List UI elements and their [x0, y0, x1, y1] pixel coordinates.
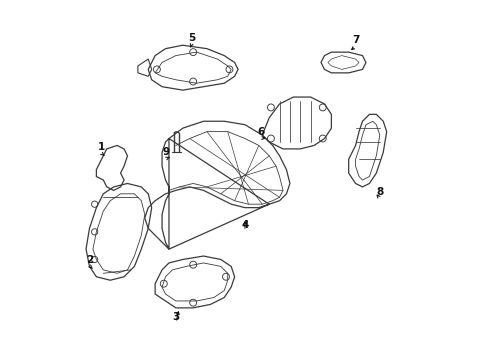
- Text: 4: 4: [241, 220, 249, 230]
- Text: 1: 1: [98, 142, 105, 152]
- Text: 7: 7: [352, 35, 359, 45]
- Text: 2: 2: [87, 255, 94, 265]
- Text: 3: 3: [172, 311, 179, 321]
- Text: 5: 5: [188, 33, 195, 43]
- Text: 6: 6: [257, 127, 264, 136]
- Text: 8: 8: [376, 187, 383, 197]
- Text: 9: 9: [163, 147, 170, 157]
